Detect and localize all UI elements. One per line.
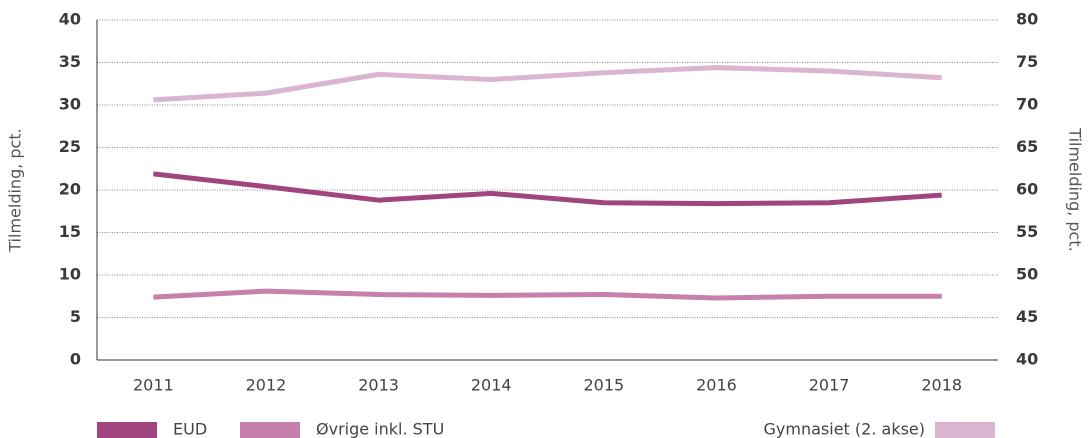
y-tick-label: 25 bbox=[59, 137, 81, 156]
y2-tick-label: 40 bbox=[1016, 350, 1038, 369]
y2-tick-label: 75 bbox=[1016, 52, 1038, 71]
y-tick-label: 5 bbox=[70, 307, 81, 326]
x-tick-label: 2015 bbox=[583, 376, 624, 395]
y-tick-label: 40 bbox=[59, 10, 81, 29]
line-series bbox=[153, 171, 942, 207]
x-tick-label: 2012 bbox=[246, 376, 287, 395]
y2-tick-label: 55 bbox=[1016, 222, 1038, 241]
x-tick-label: 2018 bbox=[921, 376, 962, 395]
y2-tick-label: 50 bbox=[1016, 265, 1038, 284]
legend-swatch bbox=[97, 422, 157, 438]
legend-label: Gymnasiet (2. akse) bbox=[764, 420, 925, 438]
legend-label: Øvrige inkl. STU bbox=[316, 420, 444, 438]
line-series bbox=[153, 65, 942, 103]
line-series bbox=[153, 288, 942, 301]
x-tick-label: 2017 bbox=[809, 376, 850, 395]
y2-tick-label: 70 bbox=[1016, 95, 1038, 114]
y-axis-label: Tilmelding, pct. bbox=[6, 128, 25, 252]
y2-tick-label: 65 bbox=[1016, 137, 1038, 156]
y2-tick-label: 60 bbox=[1016, 180, 1038, 199]
legend-swatch bbox=[240, 422, 300, 438]
legend-swatch bbox=[935, 422, 995, 438]
y2-tick-label: 45 bbox=[1016, 307, 1038, 326]
y-tick-label: 35 bbox=[59, 52, 81, 71]
y-tick-label: 10 bbox=[59, 265, 81, 284]
x-tick-label: 2011 bbox=[133, 376, 174, 395]
y-tick-label: 20 bbox=[59, 180, 81, 199]
x-tick-label: 2014 bbox=[471, 376, 512, 395]
x-tick-label: 2016 bbox=[696, 376, 737, 395]
legend-label: EUD bbox=[173, 420, 207, 438]
y-tick-label: 30 bbox=[59, 95, 81, 114]
x-tick-label: 2013 bbox=[358, 376, 399, 395]
y2-axis-label: Tilmelding, pct. bbox=[1066, 127, 1085, 251]
y-tick-label: 0 bbox=[70, 350, 81, 369]
y-tick-label: 15 bbox=[59, 222, 81, 241]
y2-tick-label: 80 bbox=[1016, 10, 1038, 29]
